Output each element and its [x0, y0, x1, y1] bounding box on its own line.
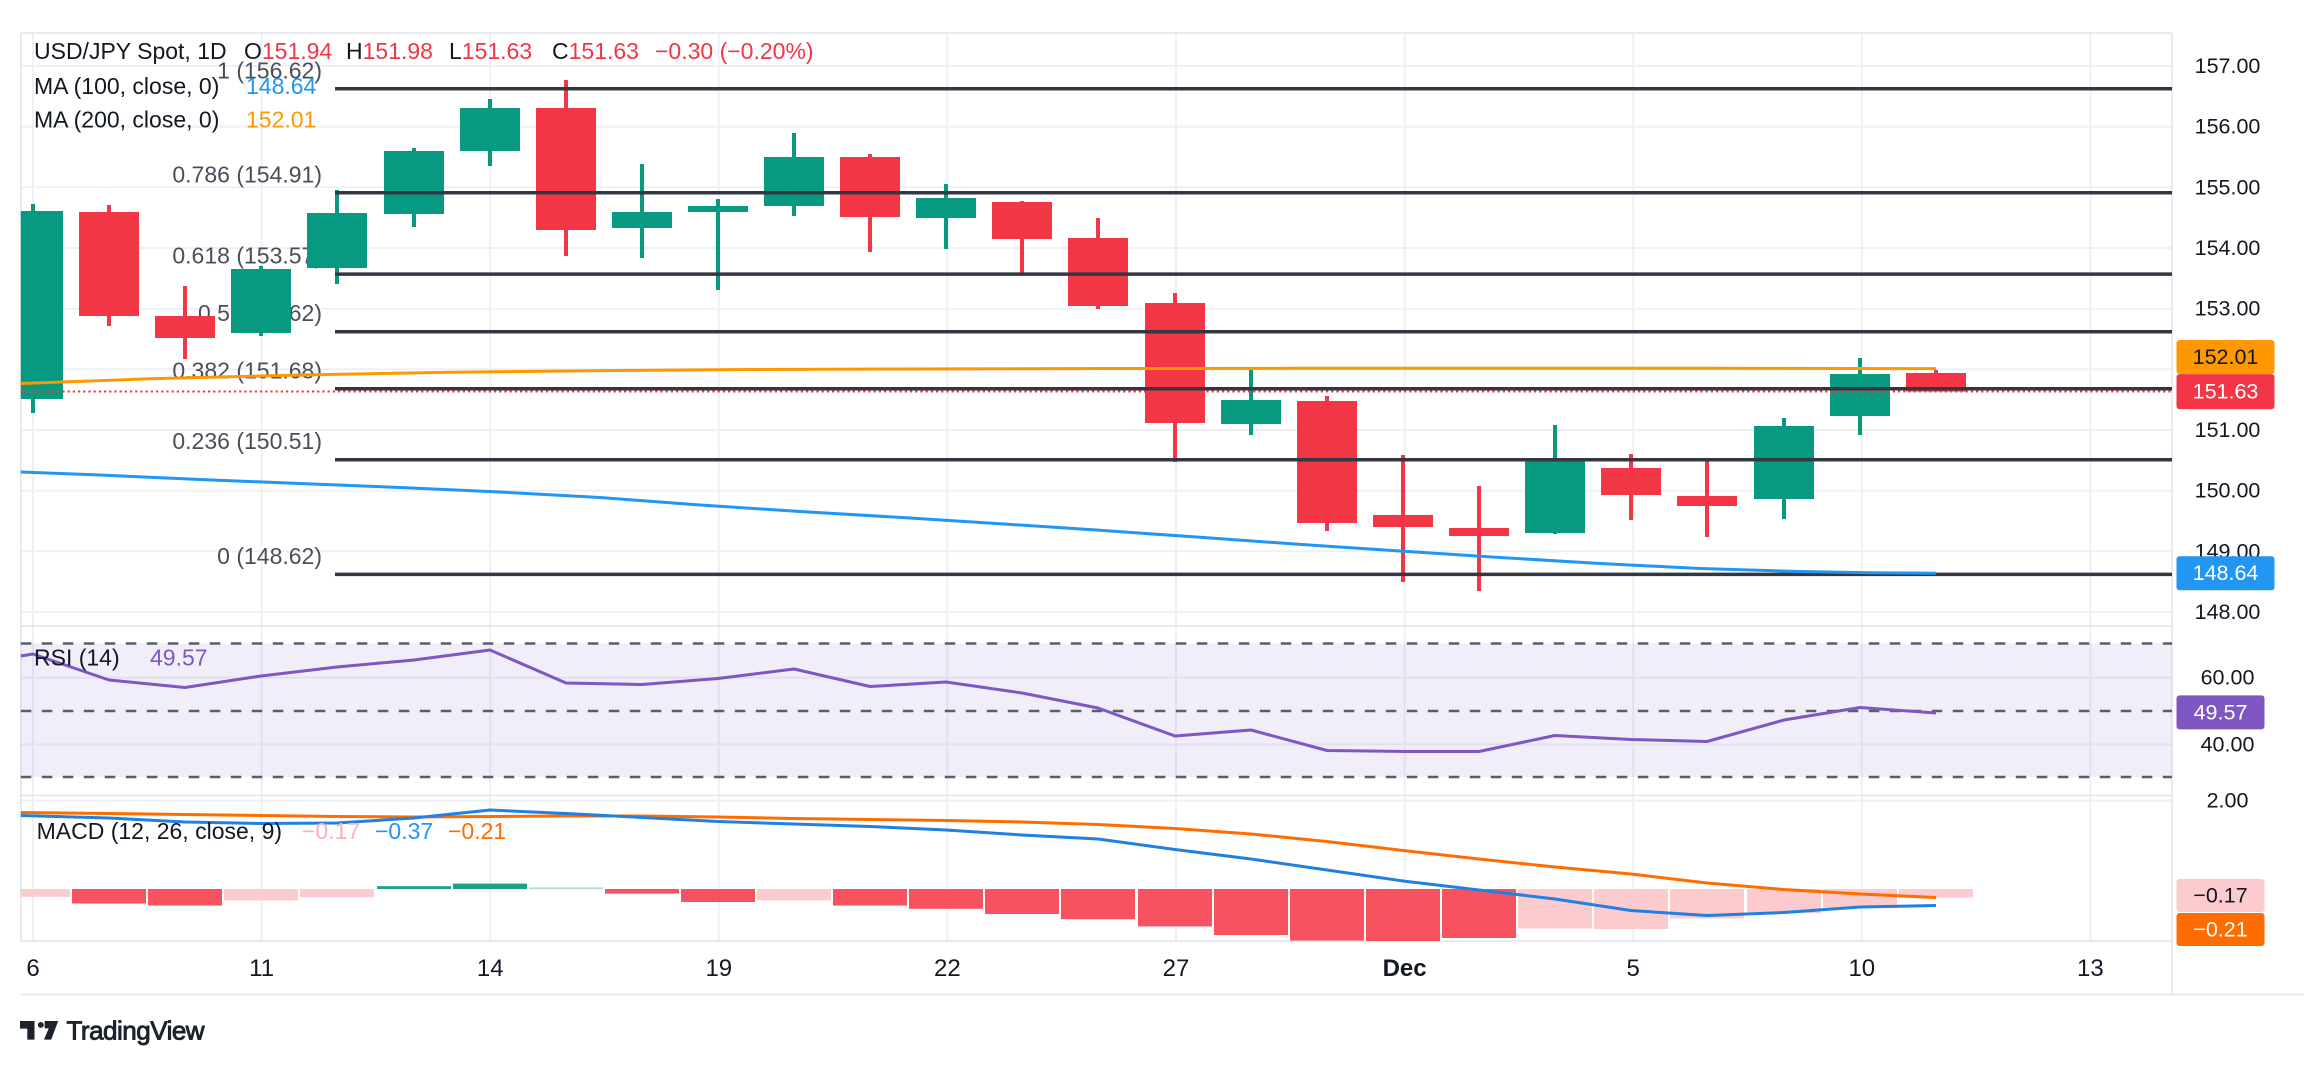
svg-text:0.618 (153.57): 0.618 (153.57): [172, 243, 322, 269]
svg-text:MA (200, close, 0)152.01: MA (200, close, 0) 152.01: [34, 107, 316, 133]
svg-text:MA (100, close, 0)148.64: MA (100, close, 0) 148.64: [34, 73, 317, 99]
svg-text:−0.21: −0.21: [2193, 918, 2247, 942]
svg-text:0.382 (151.68): 0.382 (151.68): [172, 357, 322, 383]
svg-text:2.00: 2.00: [2207, 789, 2249, 813]
svg-text:0.236 (150.51): 0.236 (150.51): [172, 428, 322, 454]
svg-text:155.00: 155.00: [2195, 175, 2261, 199]
svg-text:TradingView: TradingView: [67, 1016, 205, 1046]
svg-text:148.00: 148.00: [2195, 600, 2261, 624]
svg-text:0 (148.62): 0 (148.62): [217, 543, 322, 569]
svg-text:Dec: Dec: [1383, 955, 1427, 982]
svg-text:27: 27: [1163, 955, 1190, 982]
svg-text:10: 10: [1848, 955, 1875, 982]
svg-text:11: 11: [249, 955, 274, 982]
svg-text:13: 13: [2077, 955, 2104, 982]
svg-text:40.00: 40.00: [2201, 732, 2255, 756]
svg-text:6: 6: [26, 955, 39, 982]
svg-text:150.00: 150.00: [2195, 479, 2261, 503]
svg-text:1 (156.62): 1 (156.62): [217, 57, 322, 83]
svg-text:148.64: 148.64: [2193, 561, 2259, 585]
svg-text:157.00: 157.00: [2195, 54, 2261, 78]
svg-text:22: 22: [934, 955, 961, 982]
svg-text:−0.17: −0.17: [2193, 884, 2247, 908]
svg-text:151.63: 151.63: [2193, 380, 2259, 404]
svg-text:60.00: 60.00: [2201, 666, 2255, 690]
svg-text:19: 19: [705, 955, 732, 982]
svg-text:14: 14: [477, 955, 504, 982]
svg-text:49.57: 49.57: [2194, 700, 2248, 724]
svg-text:156.00: 156.00: [2195, 115, 2261, 139]
svg-text:MACD (12, 26, close, 9)−0.17−0: MACD (12, 26, close, 9) −0.17 −0.37 −0.21: [37, 818, 507, 844]
svg-text:154.00: 154.00: [2195, 236, 2261, 260]
svg-text:151.00: 151.00: [2195, 418, 2261, 442]
svg-text:153.00: 153.00: [2195, 297, 2261, 321]
svg-text:152.01: 152.01: [2193, 345, 2259, 369]
svg-text:5: 5: [1627, 955, 1640, 982]
svg-text:0.786 (154.91): 0.786 (154.91): [172, 161, 322, 187]
